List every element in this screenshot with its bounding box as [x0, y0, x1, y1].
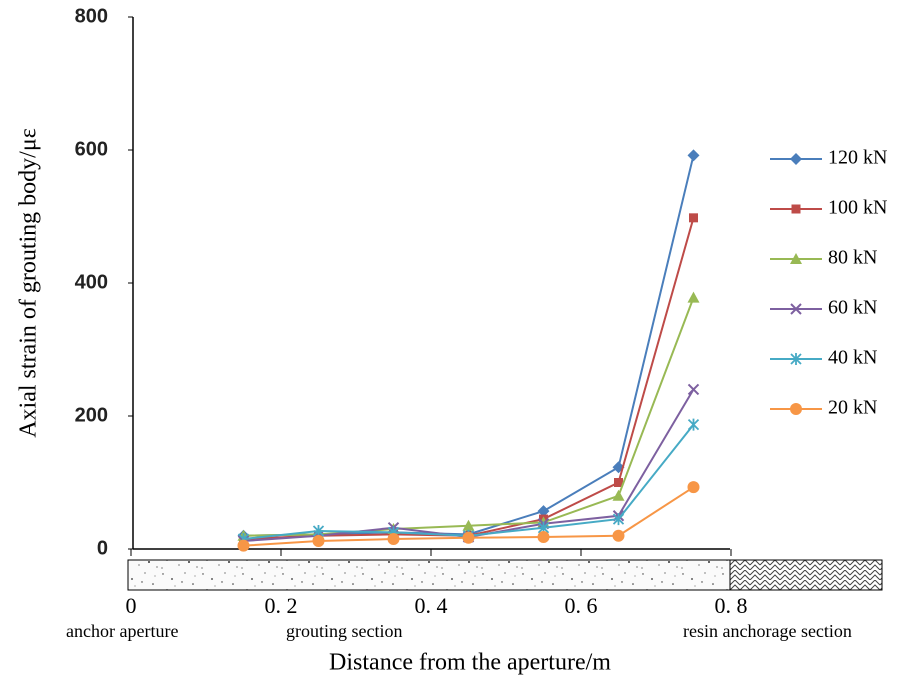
- y-tick-label: 600: [75, 138, 108, 160]
- series-line: [243, 297, 695, 537]
- x-tick-label: 0: [126, 593, 137, 618]
- legend-marker: [791, 204, 801, 214]
- marker: [237, 539, 250, 552]
- legend-marker: [790, 353, 802, 365]
- y-axis-label: Axial strain of grouting body/με: [16, 128, 42, 438]
- legend-marker: [790, 303, 802, 315]
- grouting-band: [127, 559, 731, 591]
- y-tick-label: 200: [75, 404, 108, 426]
- x-tick-label: 0. 8: [715, 593, 748, 618]
- x-tick-label: 0. 6: [565, 593, 598, 618]
- marker: [312, 535, 325, 548]
- resin-band: [729, 559, 883, 591]
- legend-label: 120 kN: [828, 147, 887, 169]
- annotation: resin anchorage section: [683, 621, 852, 641]
- legend-marker: [790, 153, 802, 165]
- marker: [612, 529, 625, 542]
- marker: [537, 531, 550, 544]
- marker: [614, 478, 623, 487]
- marker: [537, 505, 550, 518]
- marker: [687, 383, 700, 396]
- marker: [612, 513, 625, 526]
- legend-label: 100 kN: [828, 197, 887, 219]
- marker: [689, 213, 698, 223]
- y-tick-label: 0: [97, 537, 108, 559]
- legend-label: 40 kN: [828, 347, 877, 369]
- marker: [687, 291, 700, 303]
- legend-label: 80 kN: [828, 247, 877, 269]
- annotation: grouting section: [286, 621, 402, 641]
- y-tick-label: 800: [75, 5, 108, 27]
- legend-marker: [790, 253, 802, 264]
- marker: [612, 489, 625, 501]
- marker: [462, 531, 475, 544]
- legend-label: 60 kN: [828, 297, 877, 319]
- marker: [687, 418, 700, 431]
- legend-label: 20 kN: [828, 397, 877, 419]
- series-line: [243, 217, 695, 541]
- marker: [387, 533, 400, 546]
- series-line: [243, 388, 695, 543]
- marker: [462, 519, 475, 531]
- marker: [687, 481, 700, 494]
- legend-marker: [790, 403, 802, 415]
- x-axis-label: Distance from the aperture/m: [329, 650, 611, 676]
- marker: [687, 149, 700, 162]
- y-tick-label: 400: [75, 271, 108, 293]
- x-tick-label: 0. 2: [265, 593, 298, 618]
- x-tick-label: 0. 4: [415, 593, 448, 618]
- annotation: anchor aperture: [66, 621, 178, 641]
